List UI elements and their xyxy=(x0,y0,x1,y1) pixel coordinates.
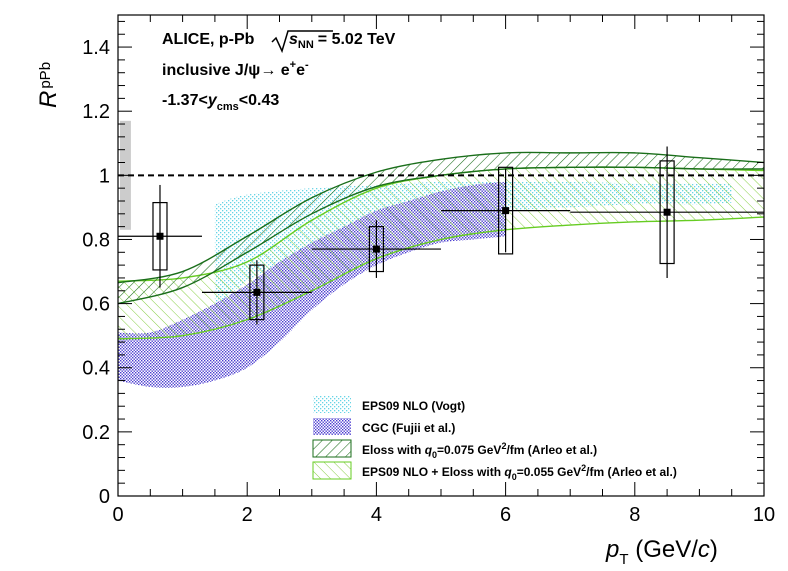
y-tick-label: 1.4 xyxy=(82,37,110,59)
data-point-4-marker xyxy=(502,207,510,215)
y-tick-label: 0.4 xyxy=(82,358,110,380)
x-tick-label: 10 xyxy=(753,504,775,526)
legend-label-eps-eloss: EPS09 NLO + Eloss with q0=0.055 GeV2/fm … xyxy=(362,463,677,482)
y-tick-label: 0.8 xyxy=(82,229,110,251)
data-point-5-marker xyxy=(663,208,671,216)
annotation-energy: sNN = 5.02 TeV xyxy=(289,31,396,51)
y-axis-title: RpPb xyxy=(35,62,62,108)
x-tick-label: 6 xyxy=(500,504,511,526)
annotation-line3: -1.37<ycms<0.43 xyxy=(162,92,279,113)
y-tick-label: 1 xyxy=(99,165,110,187)
data-point-2-marker xyxy=(253,288,261,296)
x-tick-label: 0 xyxy=(112,504,123,526)
legend-swatch-vogt xyxy=(313,396,351,413)
band-eps-eloss-lower-edge xyxy=(117,216,765,340)
legend-swatch-eps-eloss xyxy=(312,461,352,480)
experiment-annotation: ALICE, p-Pb sNN = 5.02 TeV inclusive J/ψ→… xyxy=(162,30,396,113)
axis-tick-labels: 0 2 4 6 8 10 0 0.2 0.4 0.6 0.8 1 1.2 1.4 xyxy=(82,37,775,526)
data-points xyxy=(118,146,764,325)
band-eloss-upper-edge xyxy=(117,151,765,284)
legend-swatch-eloss xyxy=(312,439,352,458)
theory-bands xyxy=(117,151,765,388)
x-tick-label: 2 xyxy=(242,504,253,526)
legend-label-vogt: EPS09 NLO (Vogt) xyxy=(362,399,465,413)
x-axis-title: pT (GeV/c) xyxy=(605,536,718,568)
data-point-1-marker xyxy=(156,232,164,240)
axis-ticks xyxy=(117,15,765,497)
y-tick-label: 0.2 xyxy=(82,422,110,444)
y-tick-label: 0 xyxy=(99,486,110,508)
band-eloss xyxy=(118,152,764,304)
legend: EPS09 NLO (Vogt) CGC (Fujii et al.) Elos… xyxy=(312,396,677,482)
legend-label-eloss: Eloss with q0=0.075 GeV2/fm (Arleo et al… xyxy=(362,441,597,460)
y-tick-label: 1.2 xyxy=(82,101,110,123)
x-tick-label: 4 xyxy=(371,504,382,526)
y-tick-label: 0.6 xyxy=(82,294,110,316)
legend-label-cgc: CGC (Fujii et al.) xyxy=(362,421,455,435)
band-eps-eloss xyxy=(118,167,764,339)
x-tick-label: 8 xyxy=(629,504,640,526)
sqrt-symbol xyxy=(271,30,333,54)
annotation-line1: ALICE, p-Pb xyxy=(162,31,255,48)
legend-swatch-cgc xyxy=(313,418,351,435)
data-point-3-marker xyxy=(372,245,380,253)
annotation-line2: inclusive J/ψ→ e+e- xyxy=(162,59,309,79)
